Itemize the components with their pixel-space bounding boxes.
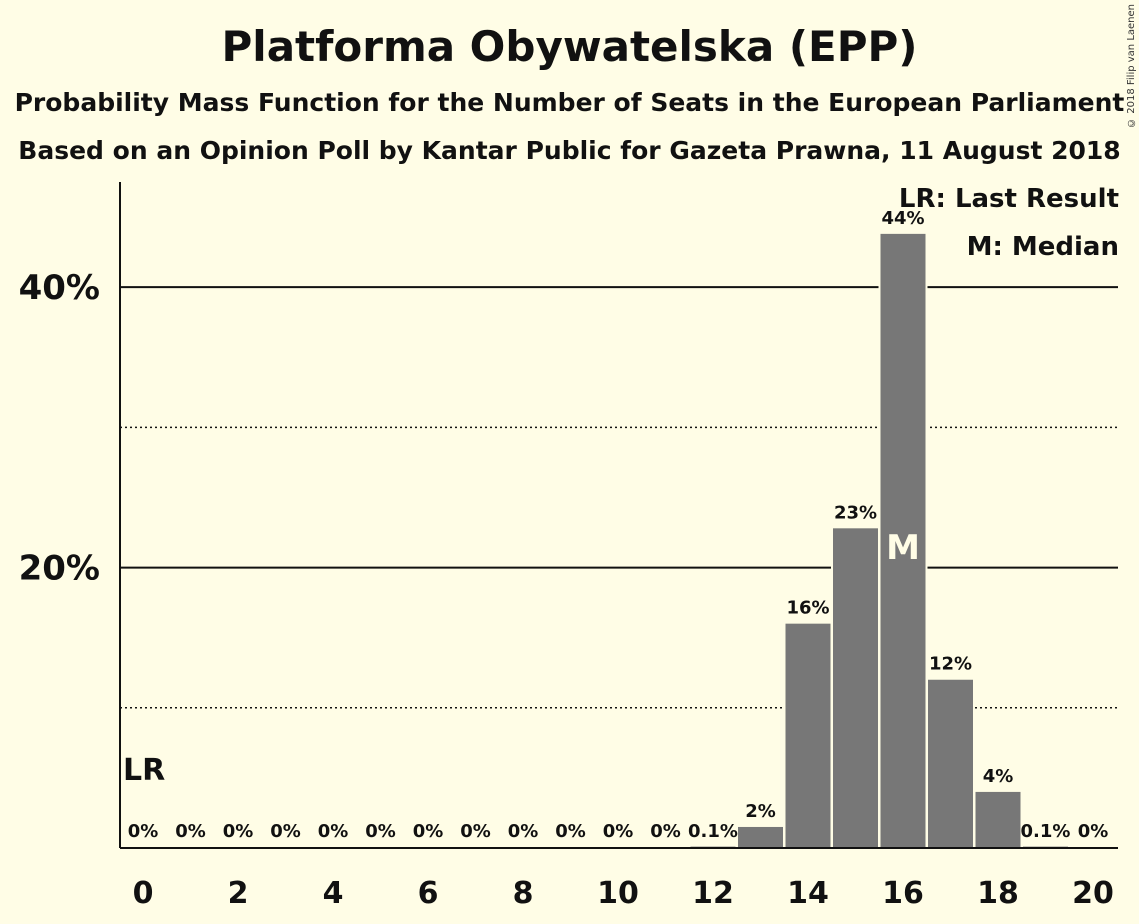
x-tick-label-8: 8 bbox=[513, 876, 534, 911]
bar-seat-15 bbox=[833, 528, 878, 848]
value-label-seat-14: 16% bbox=[786, 598, 829, 619]
x-tick-label-10: 10 bbox=[597, 876, 639, 911]
x-tick-label-12: 12 bbox=[692, 876, 734, 911]
value-label-seat-5: 0% bbox=[365, 821, 396, 842]
value-label-seat-10: 0% bbox=[603, 821, 634, 842]
median-marker: M bbox=[886, 528, 920, 568]
value-label-seat-7: 0% bbox=[460, 821, 491, 842]
bar-seat-16 bbox=[880, 233, 926, 848]
bar-gap-12 bbox=[688, 844, 738, 848]
value-label-seat-12: 0.1% bbox=[688, 821, 738, 842]
value-label-seat-8: 0% bbox=[508, 821, 539, 842]
value-label-seat-16: 44% bbox=[881, 208, 924, 229]
value-label-seat-2: 0% bbox=[223, 821, 254, 842]
y-tick-label-0: 20% bbox=[19, 549, 100, 589]
x-tick-label-4: 4 bbox=[323, 876, 344, 911]
value-label-seat-15: 23% bbox=[834, 502, 877, 523]
value-label-seat-18: 4% bbox=[983, 766, 1014, 787]
bar-seat-14 bbox=[785, 623, 831, 848]
value-label-seat-20: 0% bbox=[1078, 821, 1109, 842]
x-tick-label-18: 18 bbox=[977, 876, 1019, 911]
last-result-marker: LR bbox=[123, 753, 165, 788]
legend-last-result: LR: Last Result bbox=[898, 184, 1119, 214]
y-tick-label-1: 40% bbox=[19, 268, 100, 308]
legend-median: M: Median bbox=[966, 232, 1119, 262]
value-label-seat-9: 0% bbox=[555, 821, 586, 842]
chart-title: Platforma Obywatelska (EPP) bbox=[221, 22, 918, 71]
value-label-seat-0: 0% bbox=[128, 821, 159, 842]
value-label-seat-11: 0% bbox=[650, 821, 681, 842]
chart-subtitle-source: Based on an Opinion Poll by Kantar Publi… bbox=[18, 136, 1121, 165]
bar-seat-18 bbox=[975, 791, 1021, 848]
x-tick-label-0: 0 bbox=[133, 876, 154, 911]
chart-subtitle: Probability Mass Function for the Number… bbox=[14, 88, 1125, 117]
x-tick-label-2: 2 bbox=[228, 876, 249, 911]
x-tick-label-20: 20 bbox=[1072, 876, 1114, 911]
bar-seat-13 bbox=[738, 826, 783, 848]
x-tick-label-16: 16 bbox=[882, 876, 924, 911]
x-tick-label-6: 6 bbox=[418, 876, 439, 911]
bar-gap-19 bbox=[1021, 844, 1070, 848]
value-label-seat-13: 2% bbox=[745, 801, 776, 822]
value-label-seat-1: 0% bbox=[175, 821, 206, 842]
bar-seat-17 bbox=[928, 679, 973, 848]
value-label-seat-19: 0.1% bbox=[1021, 821, 1071, 842]
value-label-seat-4: 0% bbox=[318, 821, 349, 842]
value-label-seat-17: 12% bbox=[929, 654, 972, 675]
x-tick-label-14: 14 bbox=[787, 876, 829, 911]
value-label-seat-6: 0% bbox=[413, 821, 444, 842]
value-label-seat-3: 0% bbox=[270, 821, 301, 842]
